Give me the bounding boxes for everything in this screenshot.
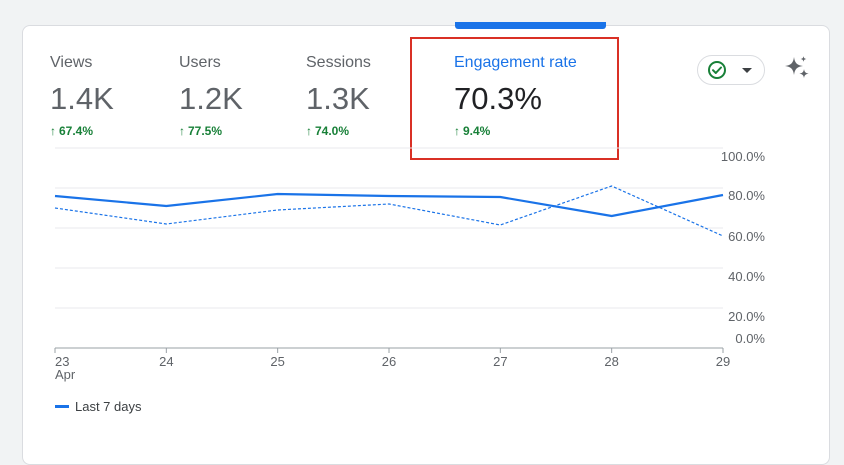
y-tick-label: 60.0% [728,229,765,244]
metric-value: 70.3% [454,81,542,116]
arrow-up-icon: ↑ [50,124,56,138]
series-line-comparison[interactable] [54,185,724,237]
chevron-down-icon [742,68,752,73]
metric-change: ↑ 74.0% [306,124,371,138]
metric-label: Engagement rate [454,54,577,71]
metric-users[interactable]: Users 1.2K ↑ 77.5% [179,53,243,138]
metric-change: ↑ 9.4% [454,124,577,138]
status-dropdown-button[interactable] [697,55,765,85]
metric-label: Views [50,54,93,71]
series-line-last-7-days[interactable] [54,192,724,218]
active-tab-indicator [455,22,606,29]
metric-change-value: 9.4% [463,124,491,138]
metric-value: 1.3K [306,81,370,116]
engagement-line-chart: 0.0%20.0%40.0%60.0%80.0%100.0% 23 24 25 26 2… [54,147,766,382]
chart-gridlines [55,147,723,349]
metric-sessions[interactable]: Sessions 1.3K ↑ 74.0% [306,53,371,138]
metric-change-value: 77.5% [188,124,223,138]
x-tick-label: 24 [159,354,173,369]
y-tick-label: 20.0% [728,309,765,324]
metric-value: 1.2K [179,81,243,116]
y-tick-label: 40.0% [728,269,765,284]
chart-series [54,185,724,237]
engagement-card [22,25,830,465]
x-tick-label: 23 [55,354,69,369]
highlight-annotation-box [410,37,619,160]
arrow-up-icon: ↑ [454,124,460,138]
metric-views[interactable]: Views 1.4K ↑ 67.4% [50,53,114,138]
sparkle-icon[interactable] [783,54,811,87]
legend-swatch [55,404,69,408]
metric-change: ↑ 77.5% [179,124,243,138]
y-tick-label: 80.0% [728,188,765,203]
x-tick-label: 25 [270,354,284,369]
metric-label: Sessions [306,54,371,71]
x-tick-label: 28 [604,354,618,369]
legend-label: Last 7 days [75,398,142,414]
x-axis-ticks: 23 24 25 26 27 28 29 Apr [54,348,730,382]
arrow-up-icon: ↑ [179,124,185,138]
y-axis-ticks: 0.0% 20.0% 40.0% 60.0% 80.0% 100.0% [721,149,766,346]
y-tick-label: 0.0% [735,331,765,346]
metric-change-value: 67.4% [59,124,94,138]
chart-legend[interactable]: Last 7 days [55,397,142,415]
arrow-up-icon: ↑ [306,124,312,138]
metric-change: ↑ 67.4% [50,124,114,138]
x-tick-month-label: Apr [55,367,76,382]
metric-label: Users [179,54,221,71]
x-tick-label: 29 [716,354,730,369]
metric-engagement-rate[interactable]: Engagement rate 70.3% ↑ 9.4% [454,53,577,138]
x-tick-label: 27 [493,354,507,369]
check-circle-icon [707,60,727,85]
x-tick-label: 26 [382,354,396,369]
metric-change-value: 74.0% [315,124,350,138]
metric-value: 1.4K [50,81,114,116]
y-tick-label: 100.0% [721,149,766,164]
